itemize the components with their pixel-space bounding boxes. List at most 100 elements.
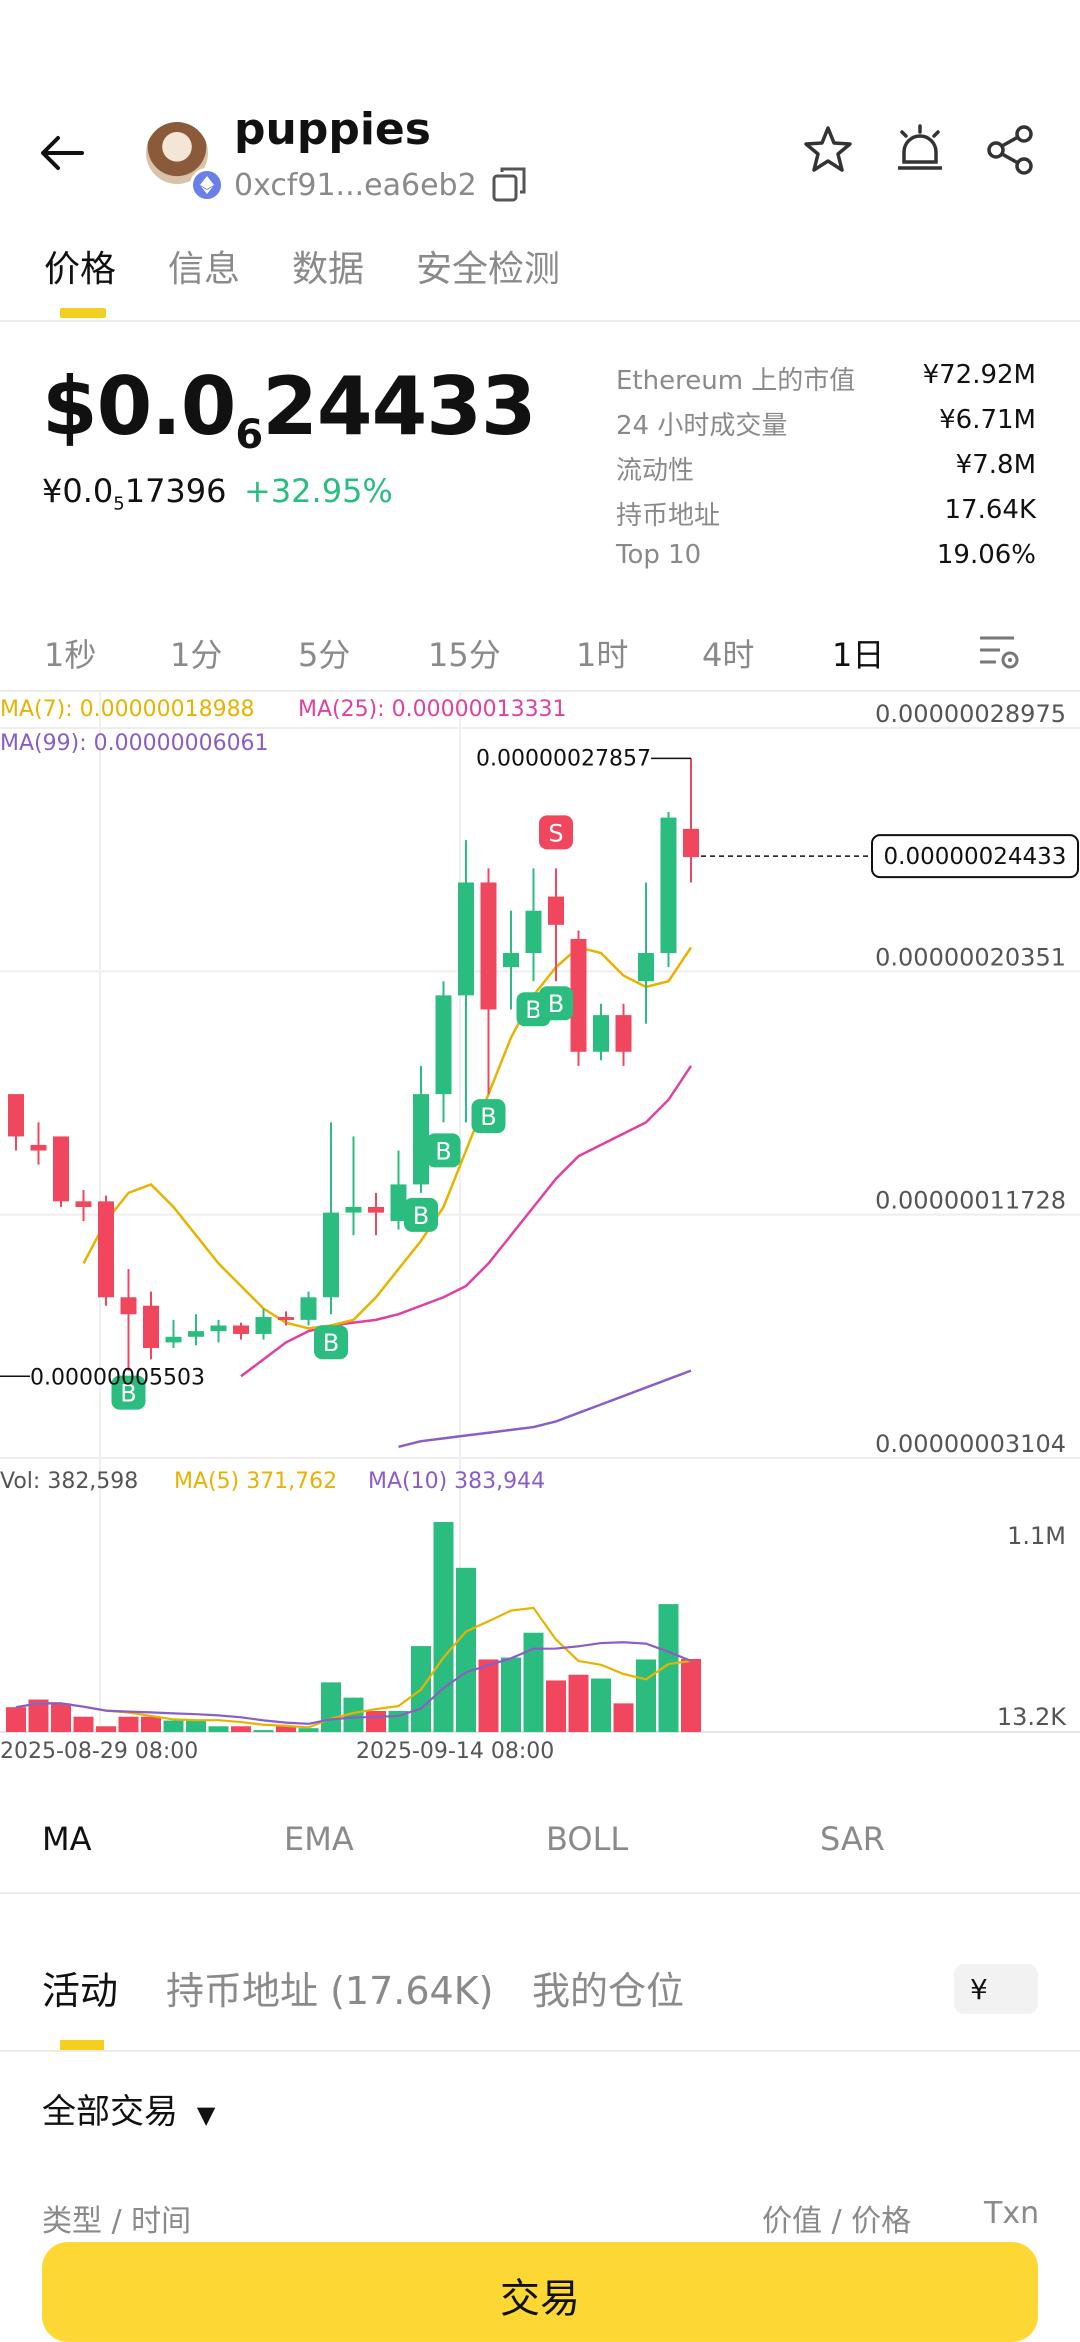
ma25-legend: MA(25): 0.00000013331 [298, 697, 567, 722]
stat-liquidity: 流动性 ¥7.8M [616, 450, 1036, 486]
chart-settings-icon[interactable] [978, 632, 1020, 672]
ma99-line [398, 1369, 692, 1449]
tab-data[interactable]: 数据 [292, 249, 365, 290]
volume-bar [163, 1720, 184, 1732]
tab-holders[interactable]: 持币地址 (17.64K) [166, 1969, 494, 2013]
copy-icon[interactable] [490, 164, 530, 204]
volume-bar [51, 1703, 71, 1732]
volume-bar [231, 1726, 251, 1732]
candle [480, 882, 497, 1010]
ma7-legend: MA(7): 0.00000018988 [0, 697, 255, 722]
indicator-ma[interactable]: MA [42, 1820, 92, 1858]
trade-marker-b [539, 986, 573, 1021]
trade-marker-label: B [525, 996, 541, 1024]
volume-ma5-legend: MA(5) 371,762 [174, 1469, 337, 1494]
tf-1h[interactable]: 1时 [576, 636, 629, 674]
volume-bar [681, 1658, 701, 1732]
candle [413, 1094, 429, 1185]
candle [120, 1297, 137, 1315]
trade-filter-label: 全部交易 [42, 2092, 178, 2132]
trade-marker-s [539, 815, 573, 850]
tf-5m[interactable]: 5分 [298, 636, 351, 674]
tf-1m[interactable]: 1分 [170, 636, 223, 674]
trade-marker-label: B [120, 1380, 136, 1408]
trade-button[interactable]: 交易 [42, 2242, 1038, 2342]
divider [0, 1892, 1080, 1894]
stat-holders: 持币地址 17.64K [616, 495, 1036, 531]
trade-marker-label: S [548, 819, 563, 847]
volume-ma10-legend: MA(10) 383,944 [368, 1469, 545, 1494]
candle [255, 1317, 272, 1334]
candle [345, 1206, 362, 1213]
candle [53, 1136, 69, 1202]
candle [278, 1317, 294, 1321]
ma7-line [82, 946, 693, 1330]
candle [300, 1297, 317, 1320]
trade-marker-label: B [548, 990, 564, 1018]
volume-bar [546, 1680, 566, 1732]
tf-4h[interactable]: 4时 [702, 636, 755, 674]
column-value-price: 价值 / 价格 [762, 2204, 912, 2239]
indicator-boll[interactable]: BOLL [546, 1820, 629, 1858]
volume-bar [478, 1659, 499, 1732]
candle [98, 1201, 114, 1298]
volume-bar [523, 1632, 544, 1732]
trade-marker-label: B [413, 1202, 429, 1230]
volume-ma10-line [15, 1641, 692, 1725]
candle [143, 1305, 159, 1349]
current-price-box [871, 834, 1079, 879]
contract-address: 0xcf91...ea6eb2 [234, 168, 477, 203]
candle [233, 1325, 249, 1334]
candle [458, 882, 474, 996]
candle [638, 953, 654, 982]
volume-bar [433, 1522, 454, 1732]
volume-bar [6, 1707, 26, 1732]
token-name: puppies [234, 104, 431, 155]
tab-security[interactable]: 安全检测 [416, 249, 561, 290]
volume-bar [343, 1697, 364, 1732]
volume-bar [613, 1703, 634, 1732]
tab-activity[interactable]: 活动 [42, 1969, 119, 2013]
tf-1d[interactable]: 1日 [832, 636, 885, 674]
tab-price[interactable]: 价格 [44, 249, 117, 290]
candle [368, 1206, 384, 1213]
activity-underline [60, 2040, 104, 2050]
x-tick-label: 2025-09-14 08:00 [356, 1739, 554, 1764]
tab-my-positions[interactable]: 我的仓位 [532, 1969, 685, 2013]
stat-volume-24h: 24 小时成交量 ¥6.71M [616, 405, 1036, 441]
candle [660, 817, 677, 954]
volume-bar [253, 1730, 274, 1732]
tab-info[interactable]: 信息 [168, 249, 241, 290]
currency-toggle[interactable]: ¥ [954, 1964, 1038, 2014]
candle [8, 1094, 24, 1137]
back-arrow-icon[interactable] [30, 122, 92, 184]
volume-bar [568, 1674, 589, 1732]
trade-marker-label: B [435, 1137, 451, 1165]
tf-1s[interactable]: 1秒 [44, 636, 97, 674]
candle [525, 910, 542, 954]
tf-15m[interactable]: 15分 [428, 636, 501, 674]
volume-legend: Vol: 382,598 [0, 1469, 138, 1494]
y-tick-label: 0.00000028975 [875, 700, 1066, 728]
trade-marker-b [426, 1133, 461, 1168]
volume-bar [96, 1726, 116, 1732]
indicator-ema[interactable]: EMA [284, 1820, 354, 1858]
volume-bar [28, 1699, 49, 1732]
indicator-sar[interactable]: SAR [820, 1820, 886, 1858]
volume-min-label: 13.2K [997, 1703, 1067, 1731]
caret-down-icon: ▼ [196, 2101, 216, 2129]
share-icon[interactable] [982, 122, 1038, 178]
trade-marker-label: B [323, 1329, 339, 1357]
star-icon[interactable] [800, 122, 856, 178]
volume-bar [276, 1726, 296, 1732]
trade-marker-b [404, 1197, 438, 1232]
trade-marker-label: B [480, 1103, 496, 1131]
alert-icon[interactable] [892, 122, 948, 178]
candle [683, 828, 699, 858]
indicator-tabs: MA EMA BOLL SAR [0, 1820, 1080, 1890]
candle [165, 1336, 182, 1343]
trade-filter-dropdown[interactable]: 全部交易 ▼ [42, 2084, 215, 2133]
volume-bar [366, 1711, 386, 1732]
stat-market-cap: Ethereum 上的市值 ¥72.92M [616, 360, 1036, 396]
